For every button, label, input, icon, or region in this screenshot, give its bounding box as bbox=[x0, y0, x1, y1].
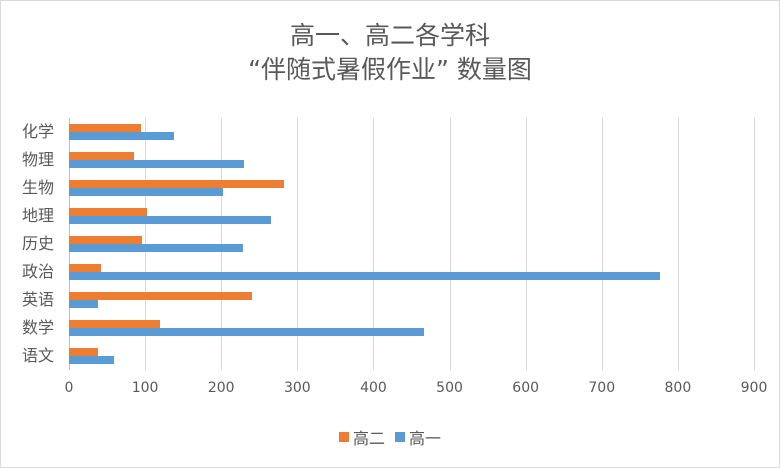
x-tick-label: 0 bbox=[64, 380, 74, 396]
plot-area bbox=[69, 118, 755, 370]
bar-grade2 bbox=[69, 320, 160, 328]
bar-grade2 bbox=[69, 180, 285, 188]
gridline bbox=[449, 118, 451, 370]
gridline bbox=[525, 118, 527, 370]
chart-title-line2: “伴随式暑假作业” 数量图 bbox=[248, 55, 532, 84]
y-category-label: 语文 bbox=[21, 346, 54, 365]
bar-grade2 bbox=[69, 236, 143, 244]
legend: 高二 高一 bbox=[0, 425, 780, 449]
gridline bbox=[373, 118, 375, 370]
bar-grade1 bbox=[69, 328, 424, 336]
x-tick-label: 100 bbox=[131, 380, 159, 396]
x-tick-label: 200 bbox=[207, 380, 235, 396]
bar-grade2 bbox=[69, 152, 134, 160]
bar-grade2 bbox=[69, 208, 147, 216]
y-category-label: 政治 bbox=[21, 262, 54, 281]
legend-item-grade1: 高一 bbox=[395, 425, 441, 449]
bar-grade1 bbox=[69, 244, 243, 252]
gridline bbox=[601, 118, 603, 370]
chart-title-line1: 高一、高二各学科 bbox=[289, 21, 490, 50]
bar-grade1 bbox=[69, 132, 175, 140]
y-category-label: 英语 bbox=[21, 290, 54, 309]
bar-grade1 bbox=[69, 272, 661, 280]
gridline bbox=[297, 118, 299, 370]
x-tick-label: 900 bbox=[740, 380, 768, 396]
bar-grade2 bbox=[69, 348, 98, 356]
y-category-label: 物理 bbox=[21, 150, 54, 169]
y-category-label: 化学 bbox=[21, 122, 54, 141]
bar-grade2 bbox=[69, 292, 252, 300]
x-tick-label: 700 bbox=[588, 380, 616, 396]
bar-grade1 bbox=[69, 216, 272, 224]
bar-grade1 bbox=[69, 356, 114, 364]
x-tick-label: 500 bbox=[436, 380, 463, 396]
y-category-label: 生物 bbox=[21, 178, 54, 197]
gridline bbox=[754, 118, 755, 370]
x-tick-label: 300 bbox=[283, 380, 311, 396]
y-category-label: 历史 bbox=[21, 234, 54, 253]
bar-grade1 bbox=[69, 300, 98, 308]
y-category-label: 数学 bbox=[21, 318, 54, 337]
x-tick-label: 600 bbox=[512, 380, 540, 396]
bar-grade1 bbox=[69, 188, 223, 196]
legend-label: 高一 bbox=[409, 429, 442, 448]
legend-label: 高二 bbox=[352, 429, 385, 448]
y-category-label: 地理 bbox=[21, 206, 54, 225]
gridline bbox=[677, 118, 679, 370]
x-tick-label: 400 bbox=[360, 380, 387, 396]
legend-swatch-orange bbox=[338, 432, 349, 442]
x-tick-label: 800 bbox=[664, 380, 692, 396]
bar-grade1 bbox=[69, 160, 245, 168]
legend-swatch-blue bbox=[395, 432, 405, 442]
bar-grade2 bbox=[69, 124, 141, 132]
legend-item-grade2: 高二 bbox=[338, 425, 385, 449]
bar-grade2 bbox=[69, 264, 101, 272]
